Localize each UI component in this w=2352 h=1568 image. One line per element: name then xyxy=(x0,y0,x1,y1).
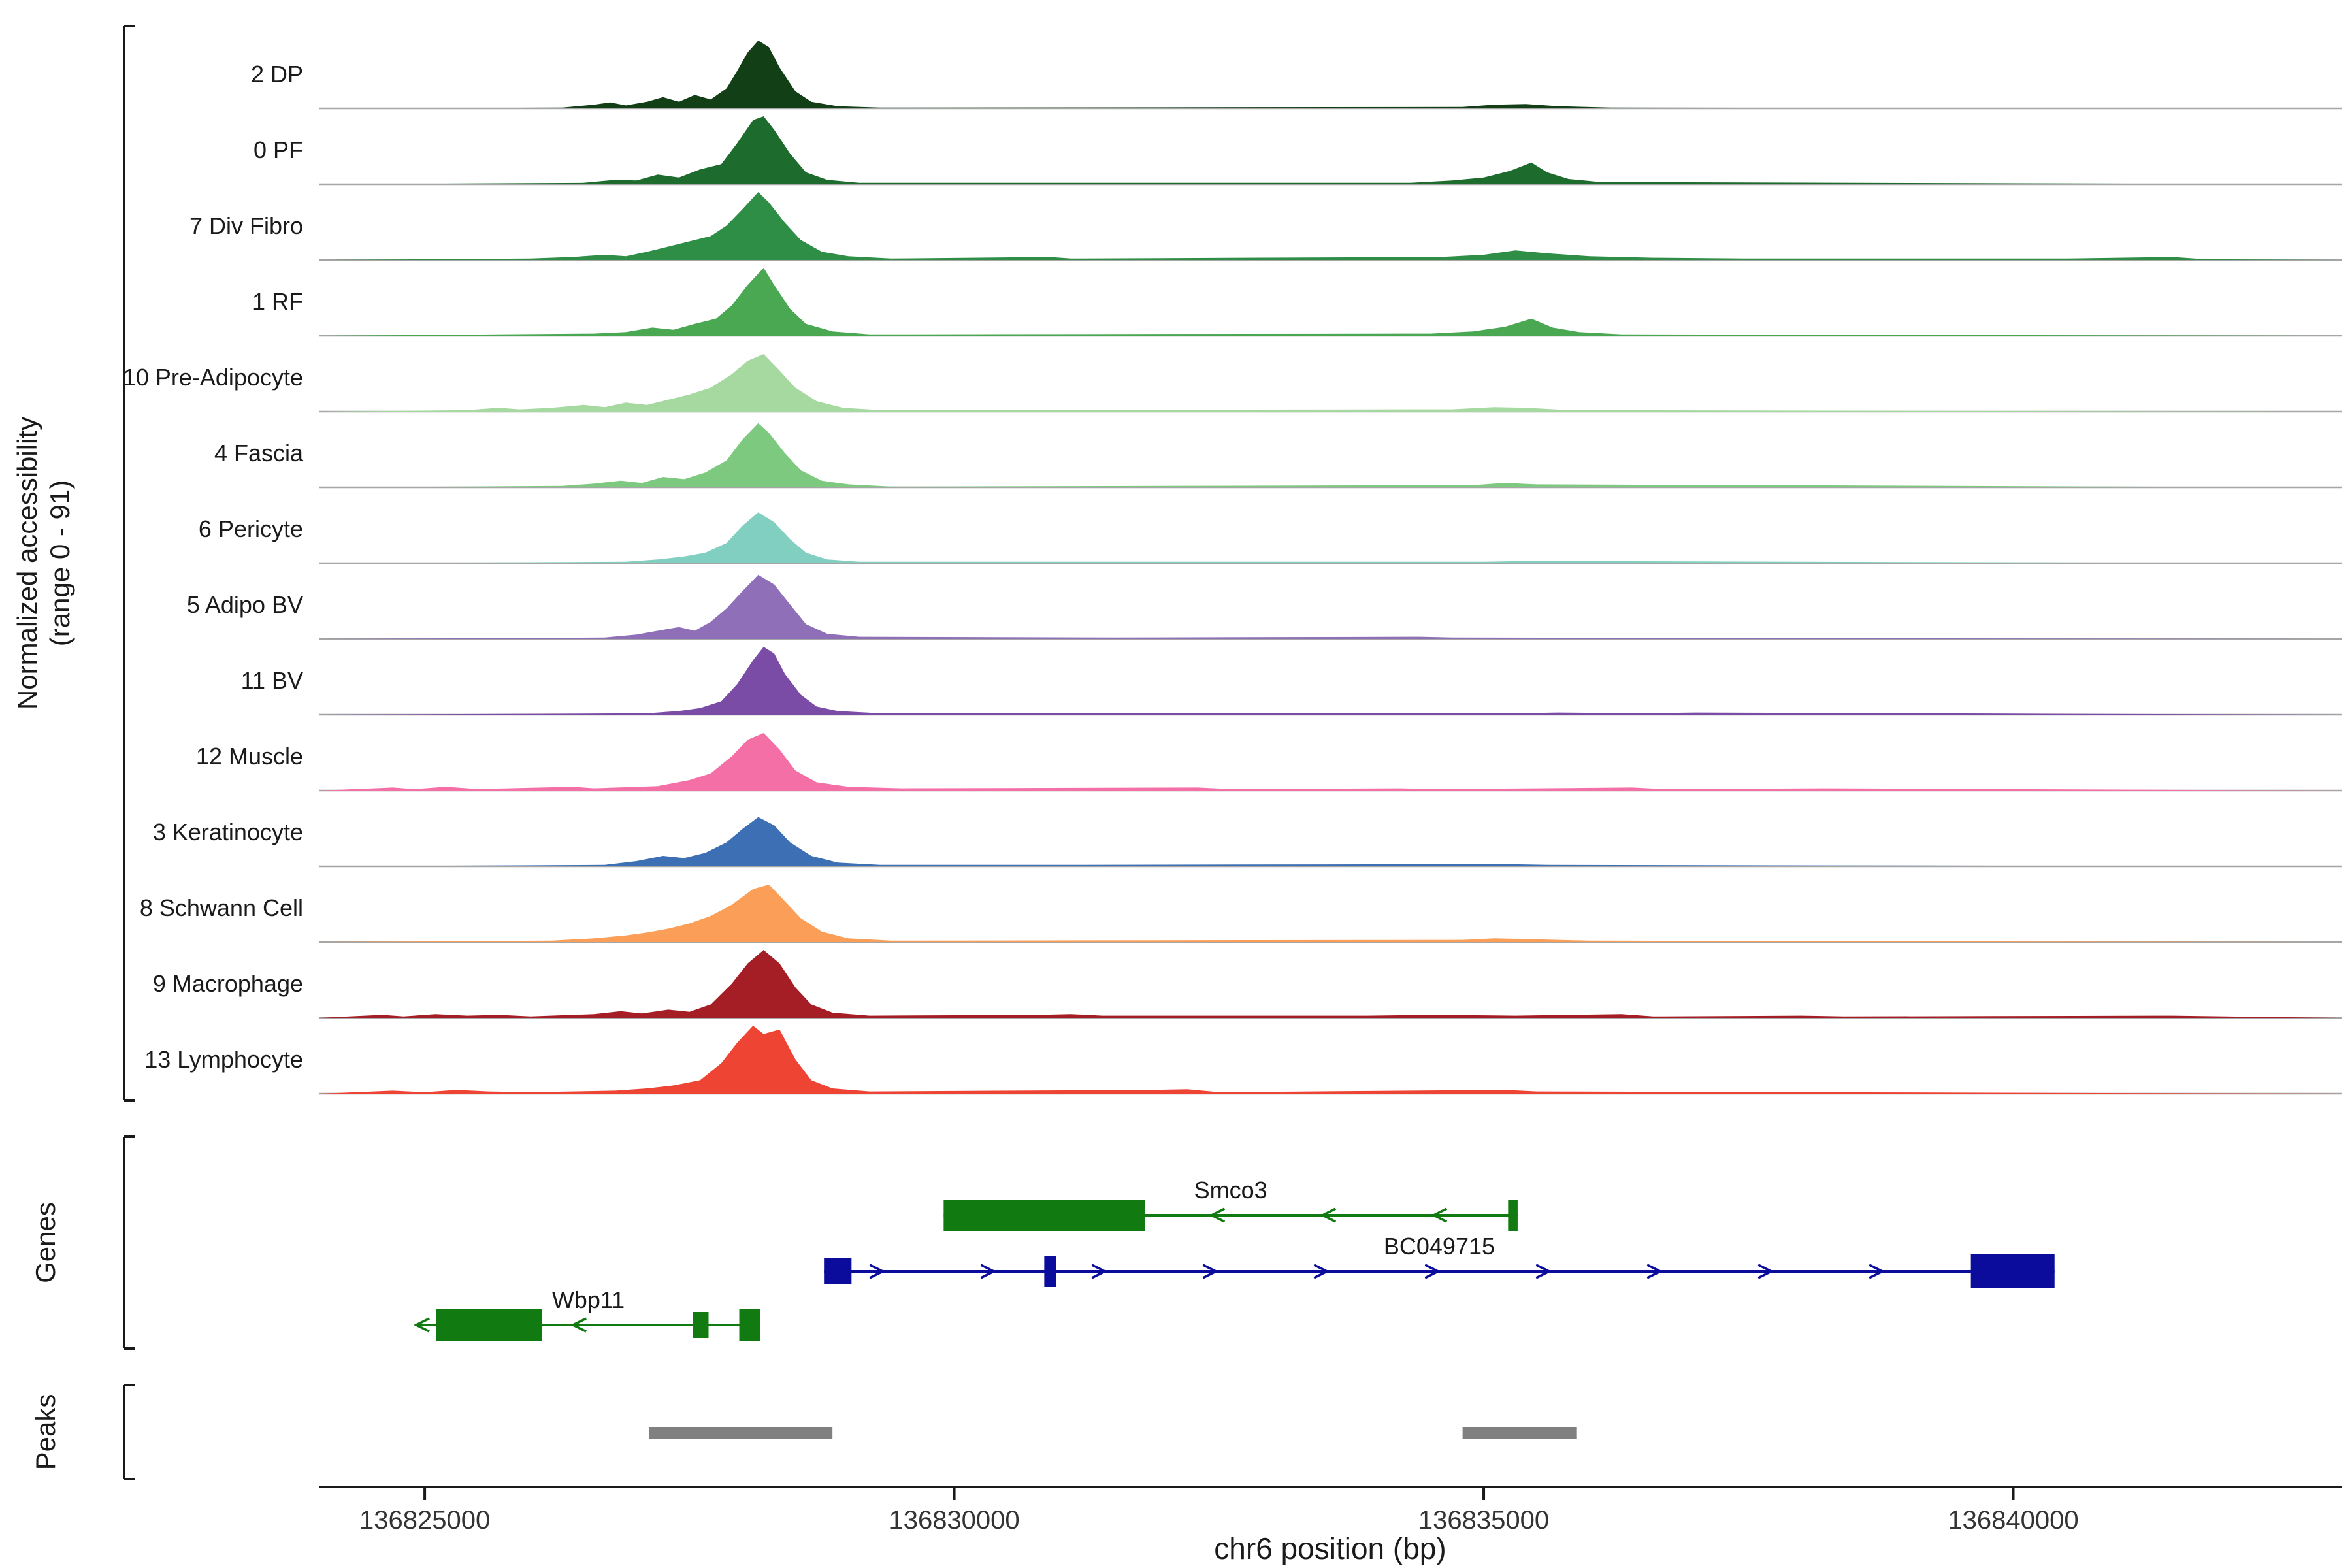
strand-arrow-icon xyxy=(1320,1207,1337,1223)
track-signal xyxy=(319,817,2342,866)
strand-arrow-icon xyxy=(1757,1264,1774,1279)
track-signal xyxy=(319,512,2342,563)
x-tick-label: 136825000 xyxy=(359,1506,490,1535)
strand-arrow-icon xyxy=(1202,1264,1219,1279)
strand-arrow-icon xyxy=(1209,1207,1226,1223)
track-5-adipo-bv: 5 Adipo BV xyxy=(187,574,2342,640)
y-axis-label-line1: Normalized accessibility xyxy=(12,417,42,710)
gene-exon xyxy=(824,1258,852,1284)
track-8-schwann-cell: 8 Schwann Cell xyxy=(140,885,2342,943)
genes-section-label: Genes xyxy=(30,1202,61,1283)
gene-exon xyxy=(943,1200,1145,1231)
track-label: 3 Keratinocyte xyxy=(153,819,303,845)
track-label: 0 PF xyxy=(253,137,303,163)
track-label: 6 Pericyte xyxy=(199,515,303,542)
track-label: 4 Fascia xyxy=(214,440,304,466)
strand-arrow-icon xyxy=(869,1264,886,1279)
track-signal xyxy=(319,192,2342,260)
strand-arrow-icon xyxy=(1431,1207,1448,1223)
x-axis: 136825000 136830000 136835000 136840000 chr6… xyxy=(319,1486,2342,1565)
track-11-bv: 11 BV xyxy=(241,647,2342,716)
track-6-pericyte: 6 Pericyte xyxy=(199,512,2342,564)
gene-exon xyxy=(1044,1256,1056,1287)
track-signal xyxy=(319,574,2342,639)
gene-bc049715: BC049715 xyxy=(824,1233,2055,1288)
track-label: 5 Adipo BV xyxy=(187,591,303,618)
gene-exon xyxy=(436,1309,543,1341)
track-0-pf: 0 PF xyxy=(253,116,2342,186)
track-3-keratinocyte: 3 Keratinocyte xyxy=(153,817,2342,868)
track-2-dp: 2 DP xyxy=(251,41,2342,110)
track-label: 9 Macrophage xyxy=(153,970,303,997)
track-signal xyxy=(319,885,2342,942)
track-4-fascia: 4 Fascia xyxy=(214,423,2342,489)
peak-bar xyxy=(1462,1427,1577,1439)
gene-smco3: Smco3 xyxy=(943,1177,1518,1231)
strand-arrow-icon xyxy=(570,1317,587,1333)
peaks-section: Peaks xyxy=(30,1384,1577,1480)
gene-wbp11: Wbp11 xyxy=(414,1286,760,1341)
track-label: 13 Lymphocyte xyxy=(144,1046,303,1073)
y-axis: Normalized accessibility (range 0 - 91) xyxy=(12,25,135,1102)
genes-section: Genes Smco3 BC049715 Wbp11 xyxy=(30,1135,2055,1350)
peaks-section-label: Peaks xyxy=(30,1394,61,1471)
track-signal xyxy=(319,116,2342,184)
track-signal xyxy=(319,423,2342,487)
strand-arrow-icon xyxy=(1869,1264,1886,1279)
track-label: 2 DP xyxy=(251,61,303,88)
y-axis-label-line2: (range 0 - 91) xyxy=(44,480,75,646)
track-1-rf: 1 RF xyxy=(252,268,2342,337)
track-signal xyxy=(319,354,2342,412)
gene-exon xyxy=(693,1312,709,1338)
track-9-macrophage: 9 Macrophage xyxy=(153,950,2342,1019)
x-tick-label: 136835000 xyxy=(1418,1506,1549,1535)
track-10-pre-adipocyte: 10 Pre-Adipocyte xyxy=(123,354,2342,413)
gene-exon xyxy=(1970,1254,2055,1288)
strand-arrow-icon xyxy=(414,1317,430,1333)
strand-arrow-icon xyxy=(1646,1264,1663,1279)
track-signal xyxy=(319,647,2342,715)
track-12-muscle: 12 Muscle xyxy=(196,733,2342,792)
strand-arrow-icon xyxy=(1313,1264,1330,1279)
peak-bar xyxy=(649,1427,833,1439)
track-signal xyxy=(319,1026,2342,1094)
x-tick-label: 136840000 xyxy=(1948,1506,2078,1535)
x-axis-title: chr6 position (bp) xyxy=(1214,1531,1446,1565)
track-label: 11 BV xyxy=(241,667,303,694)
track-7-div-fibro: 7 Div Fibro xyxy=(189,192,2342,261)
track-label: 7 Div Fibro xyxy=(189,212,303,239)
track-signal xyxy=(319,41,2342,108)
track-label: 1 RF xyxy=(252,288,303,315)
track-13-lymphocyte: 13 Lymphocyte xyxy=(144,1026,2342,1095)
track-signal xyxy=(319,733,2342,791)
track-label: 12 Muscle xyxy=(196,743,303,770)
track-signal xyxy=(319,268,2342,336)
strand-arrow-icon xyxy=(1424,1264,1441,1279)
strand-arrow-icon xyxy=(1091,1264,1108,1279)
strand-arrow-icon xyxy=(1535,1264,1552,1279)
gene-exon xyxy=(1508,1200,1518,1231)
gene-label: Smco3 xyxy=(1194,1177,1267,1203)
track-label: 8 Schwann Cell xyxy=(140,894,303,921)
track-signal xyxy=(319,950,2342,1018)
gene-exon xyxy=(739,1309,760,1341)
gene-label: Wbp11 xyxy=(552,1286,625,1313)
x-tick-label: 136830000 xyxy=(889,1506,1019,1535)
strand-arrow-icon xyxy=(980,1264,997,1279)
track-label: 10 Pre-Adipocyte xyxy=(123,364,303,391)
gene-label: BC049715 xyxy=(1384,1233,1495,1260)
